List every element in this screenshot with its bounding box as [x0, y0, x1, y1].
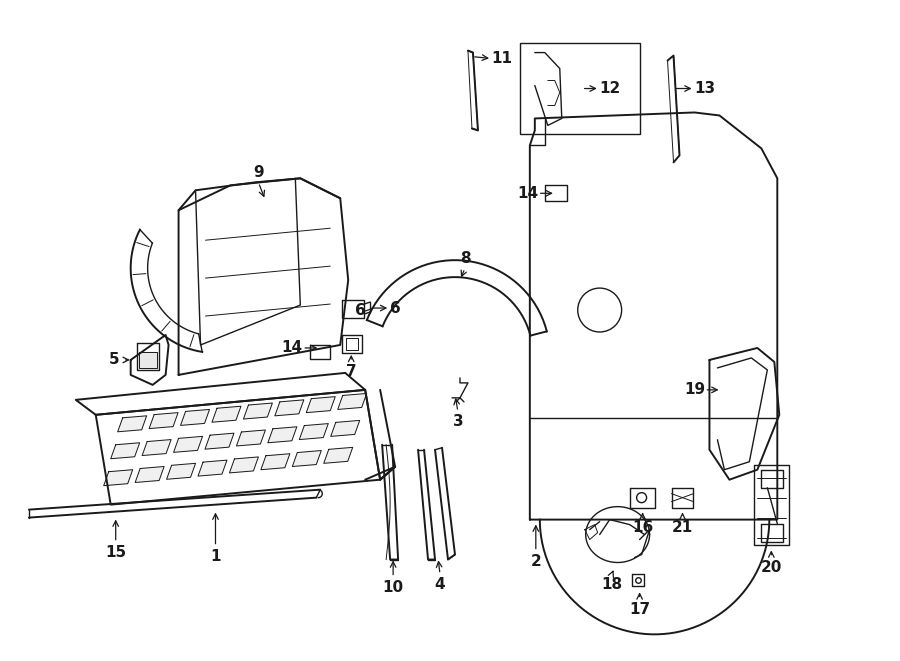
Text: 19: 19	[684, 382, 705, 397]
Polygon shape	[274, 400, 304, 416]
Text: 1: 1	[211, 549, 220, 564]
Polygon shape	[230, 457, 258, 473]
Polygon shape	[174, 436, 203, 452]
Polygon shape	[118, 416, 147, 432]
Polygon shape	[338, 393, 366, 409]
Text: 17: 17	[629, 602, 650, 617]
Polygon shape	[261, 453, 290, 470]
Text: 3: 3	[453, 414, 464, 429]
Text: 16: 16	[632, 520, 653, 535]
Text: 14: 14	[518, 186, 538, 201]
Text: 5: 5	[108, 352, 119, 368]
Text: 2: 2	[530, 554, 541, 569]
Text: 11: 11	[491, 51, 512, 66]
Text: 7: 7	[346, 364, 356, 379]
Polygon shape	[135, 467, 164, 483]
Text: 6: 6	[390, 301, 400, 315]
Polygon shape	[139, 352, 157, 368]
Polygon shape	[181, 409, 210, 426]
Text: 18: 18	[601, 577, 622, 592]
Polygon shape	[324, 447, 353, 463]
Polygon shape	[166, 463, 195, 479]
Text: 9: 9	[253, 165, 264, 180]
Polygon shape	[104, 470, 132, 486]
Polygon shape	[292, 451, 321, 467]
Text: 12: 12	[599, 81, 620, 96]
Text: 10: 10	[382, 580, 404, 595]
Bar	[520, 42, 640, 134]
Text: 8: 8	[460, 251, 471, 266]
Polygon shape	[306, 397, 335, 412]
Text: 14: 14	[282, 340, 303, 356]
Text: 21: 21	[672, 520, 693, 535]
Text: 13: 13	[694, 81, 715, 96]
Polygon shape	[205, 433, 234, 449]
Polygon shape	[243, 403, 273, 419]
Text: 4: 4	[435, 577, 446, 592]
Polygon shape	[198, 460, 227, 476]
Polygon shape	[331, 420, 360, 436]
Text: 20: 20	[760, 560, 782, 575]
Polygon shape	[237, 430, 266, 446]
Text: 15: 15	[105, 545, 126, 560]
Polygon shape	[300, 424, 328, 440]
Polygon shape	[142, 440, 171, 455]
Polygon shape	[111, 443, 140, 459]
Polygon shape	[212, 407, 241, 422]
Text: 6: 6	[355, 303, 365, 317]
Polygon shape	[268, 427, 297, 443]
Polygon shape	[149, 412, 178, 428]
